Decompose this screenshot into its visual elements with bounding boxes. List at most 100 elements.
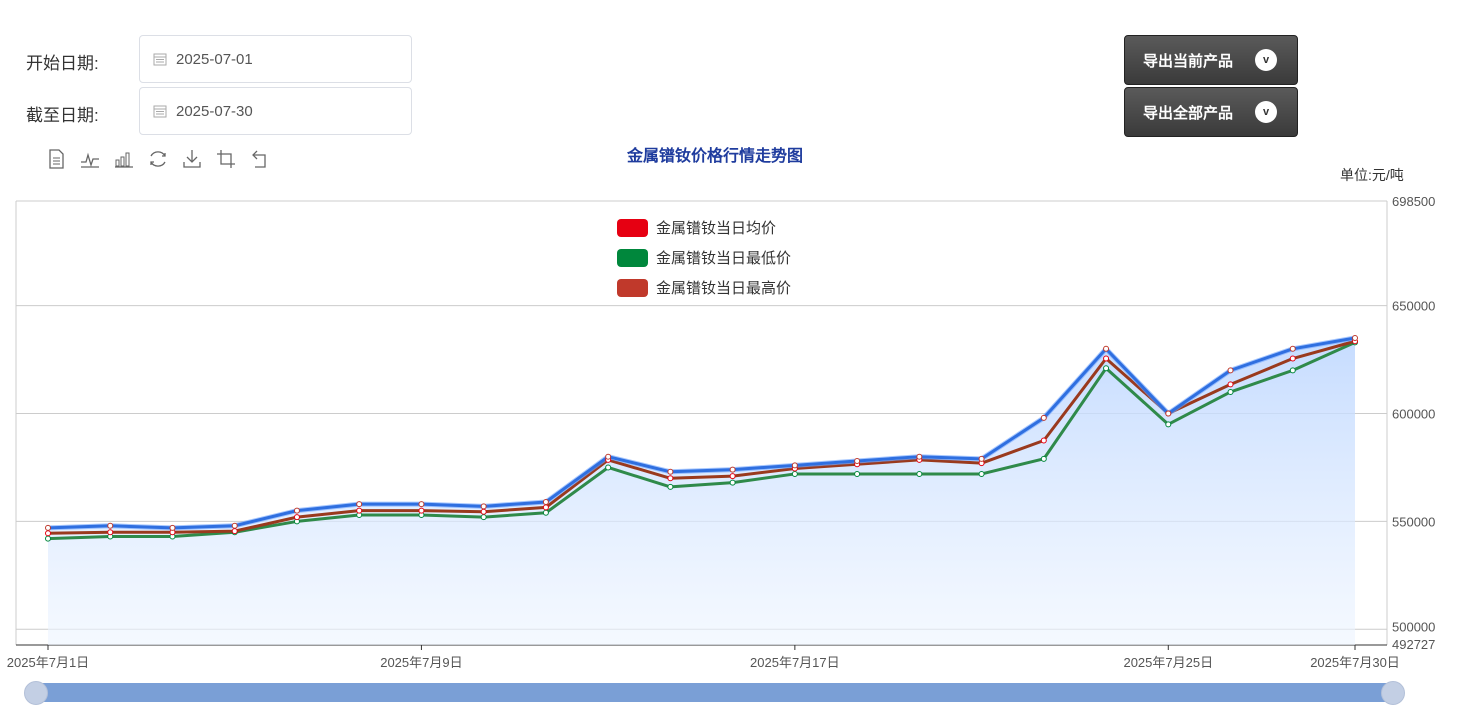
line-chart-icon — [81, 152, 99, 168]
data-point — [107, 529, 114, 536]
data-point — [667, 475, 674, 482]
zoom-reset-button[interactable] — [247, 146, 273, 172]
start-date-input[interactable]: 2025-07-01 — [139, 35, 412, 83]
end-date-input[interactable]: 2025-07-30 — [139, 87, 412, 135]
data-point — [231, 522, 238, 529]
data-zoom-end-handle[interactable] — [1381, 681, 1405, 705]
data-point — [1227, 381, 1234, 388]
data-point — [978, 470, 985, 477]
y-tick-label: 500000 — [1392, 619, 1435, 634]
data-point — [418, 501, 425, 508]
data-point — [1103, 365, 1110, 372]
legend-label: 金属镨钕当日均价 — [656, 220, 777, 237]
data-point — [854, 470, 861, 477]
line-chart-button[interactable] — [77, 146, 103, 172]
data-point — [542, 504, 549, 511]
data-point — [107, 522, 114, 529]
data-point — [356, 501, 363, 508]
data-point — [1040, 455, 1047, 462]
legend-item-avg[interactable]: 金属镨钕当日均价 — [617, 217, 791, 238]
start-date-label: 开始日期: — [26, 54, 99, 73]
data-point — [916, 453, 923, 460]
data-zoom-slider[interactable] — [36, 683, 1393, 702]
undo-icon — [252, 150, 266, 168]
unit-label: 单位:元/吨 — [1340, 167, 1404, 183]
data-point — [1352, 335, 1358, 342]
data-view-button[interactable] — [43, 146, 69, 172]
data-view-icon — [49, 149, 64, 169]
data-zoom-start-handle[interactable] — [24, 681, 48, 705]
export-current-button[interactable]: 导出当前产品 v — [1124, 35, 1298, 85]
legend-label: 金属镨钕当日最高价 — [656, 280, 792, 297]
chart-title: 金属镨钕价格行情走势图 — [626, 148, 803, 165]
download-button[interactable] — [179, 146, 205, 172]
y-tick-label: 600000 — [1392, 407, 1435, 422]
export-current-label: 导出当前产品 — [1143, 52, 1234, 70]
data-point — [542, 499, 549, 506]
restore-button[interactable] — [145, 146, 171, 172]
data-point — [729, 473, 736, 480]
legend-item-low[interactable]: 金属镨钕当日最低价 — [617, 247, 791, 268]
data-point — [1289, 355, 1296, 362]
series-line-1 — [47, 340, 1356, 541]
data-point — [356, 507, 363, 514]
bar-chart-button[interactable] — [111, 146, 137, 172]
data-point — [45, 530, 51, 537]
data-point — [1227, 388, 1234, 395]
data-point — [1040, 437, 1047, 444]
end-date-label: 截至日期: — [26, 106, 99, 125]
data-point — [45, 524, 51, 531]
data-point — [1103, 345, 1110, 352]
data-point — [542, 509, 549, 516]
data-point — [667, 468, 674, 475]
data-point — [480, 503, 487, 510]
calendar-icon — [153, 53, 167, 66]
legend-label: 金属镨钕当日最低价 — [656, 250, 792, 267]
data-point — [1289, 345, 1296, 352]
y-tick-label: 650000 — [1392, 299, 1435, 314]
chevron-down-icon: v — [1255, 49, 1277, 71]
data-point — [667, 483, 674, 490]
x-tick-label: 2025年7月30日 — [1310, 655, 1400, 670]
bar-chart-icon — [115, 152, 133, 168]
chart-legend: 金属镨钕当日均价 金属镨钕当日最低价 金属镨钕当日最高价 — [617, 217, 791, 307]
data-point — [480, 514, 487, 521]
data-point — [729, 479, 736, 486]
area-fill — [48, 338, 1355, 645]
data-point — [605, 464, 612, 471]
zoom-button[interactable] — [213, 146, 239, 172]
legend-swatch — [617, 278, 648, 297]
legend-item-high[interactable]: 金属镨钕当日最高价 — [617, 277, 791, 298]
export-all-label: 导出全部产品 — [1143, 104, 1234, 122]
series-line-0 — [47, 339, 1356, 535]
data-point — [1165, 421, 1172, 428]
data-point — [916, 470, 923, 477]
data-point — [293, 507, 300, 514]
x-tick-label: 2025年7月25日 — [1123, 655, 1213, 670]
export-all-button[interactable]: 导出全部产品 v — [1124, 87, 1298, 137]
x-tick-label: 2025年7月17日 — [750, 655, 840, 670]
data-point — [1165, 410, 1172, 417]
data-point — [1040, 414, 1047, 421]
start-date-value: 2025-07-01 — [176, 50, 253, 68]
chevron-down-icon: v — [1255, 101, 1277, 123]
x-tick-label: 2025年7月1日 — [7, 655, 89, 670]
data-point — [231, 528, 238, 535]
y-tick-label: 550000 — [1392, 514, 1435, 529]
data-point — [1227, 367, 1234, 374]
calendar-icon — [153, 105, 167, 118]
data-point — [605, 453, 612, 460]
data-point — [1103, 355, 1110, 362]
end-date-value: 2025-07-30 — [176, 102, 253, 120]
data-point — [169, 524, 176, 531]
data-point — [978, 455, 985, 462]
data-point — [418, 507, 425, 514]
crop-icon — [217, 150, 235, 168]
data-point — [729, 466, 736, 473]
download-icon — [183, 150, 201, 168]
restore-icon — [150, 151, 166, 167]
legend-swatch — [617, 218, 648, 237]
x-tick-label: 2025年7月9日 — [380, 655, 462, 670]
data-point — [45, 535, 51, 542]
